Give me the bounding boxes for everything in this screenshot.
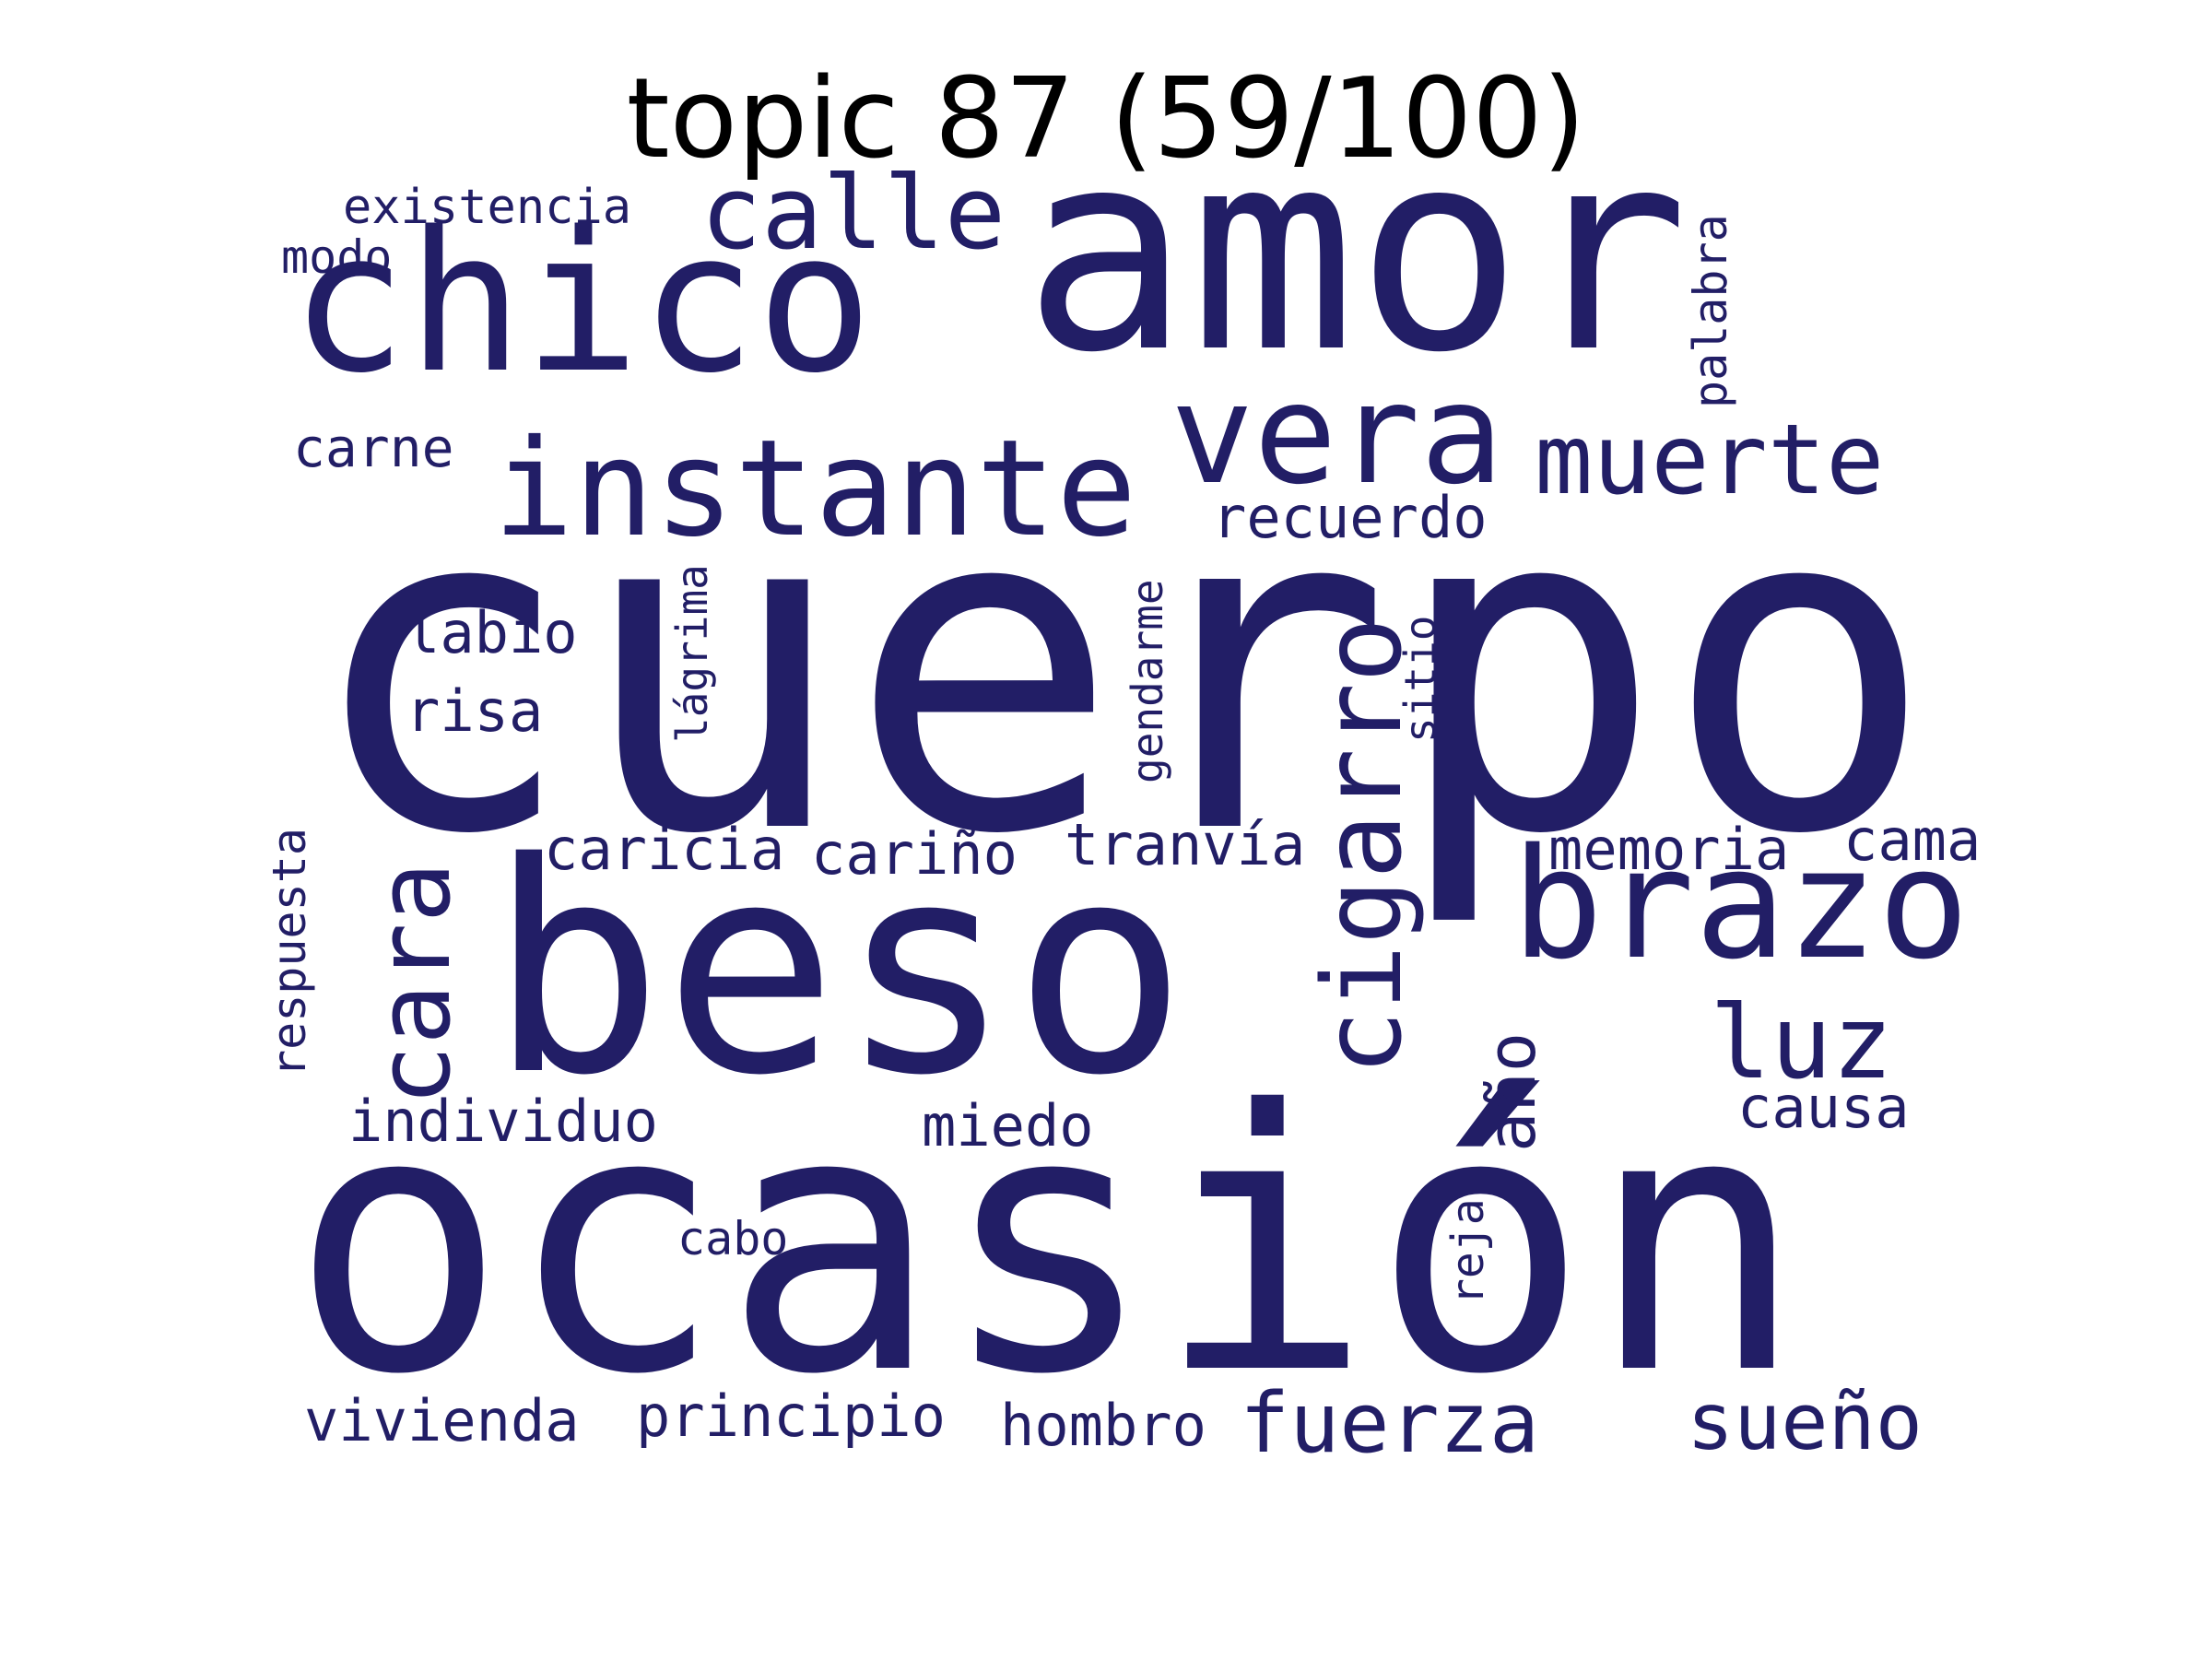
- cloud-word: lágrima: [666, 563, 717, 743]
- cloud-word: hombro: [1000, 1392, 1206, 1460]
- cloud-word: año: [1473, 1031, 1551, 1153]
- cloud-word: labio: [406, 599, 578, 667]
- cloud-word: palabra: [1684, 213, 1737, 408]
- cloud-word: sitio: [1394, 615, 1445, 744]
- cloud-word: luz: [1710, 982, 1893, 1101]
- cloud-word: memoria: [1548, 816, 1790, 884]
- cloud-word: cama: [1843, 806, 1982, 875]
- cloud-word: carne: [293, 417, 454, 480]
- cloud-word: modo: [281, 230, 393, 284]
- cloud-word: cuerpo: [304, 406, 1936, 934]
- cloud-word: fuerza: [1240, 1375, 1540, 1473]
- cloud-word: reja: [1442, 1197, 1495, 1305]
- figure-title: topic 87 (59/100): [626, 55, 1586, 183]
- cloud-word: cariño: [811, 820, 1018, 888]
- cloud-word: caricia: [544, 816, 785, 884]
- cloud-word: gendarme: [1122, 578, 1172, 783]
- cloud-word: recuerdo: [1212, 484, 1488, 552]
- cloud-word: tranvía: [1065, 811, 1306, 879]
- cloud-word: muerte: [1535, 403, 1885, 516]
- cloud-word: miedo: [922, 1092, 1094, 1160]
- cloud-word: instante: [493, 411, 1137, 568]
- cloud-word: existencia: [343, 179, 632, 235]
- cloud-word: chico: [290, 189, 874, 416]
- cloud-word: vivienda: [304, 1387, 580, 1455]
- cloud-word: risa: [406, 677, 544, 746]
- cloud-word: ocasión: [290, 1034, 1806, 1453]
- cloud-word: individuo: [348, 1088, 658, 1156]
- cloud-word: causa: [1737, 1074, 1910, 1142]
- cloud-word: cabo: [677, 1212, 789, 1265]
- cloud-word: brazo: [1512, 815, 1970, 993]
- cloud-word: vera: [1171, 355, 1504, 515]
- cloud-word: cara: [354, 861, 473, 1106]
- cloud-word: sueño: [1687, 1377, 1923, 1469]
- cloud-word: respuesta: [263, 827, 316, 1077]
- cloud-word: principio: [636, 1382, 946, 1451]
- cloud-word: amor: [1023, 91, 1689, 413]
- cloud-word: beso: [488, 801, 1188, 1139]
- cloud-word: calle: [700, 153, 1006, 272]
